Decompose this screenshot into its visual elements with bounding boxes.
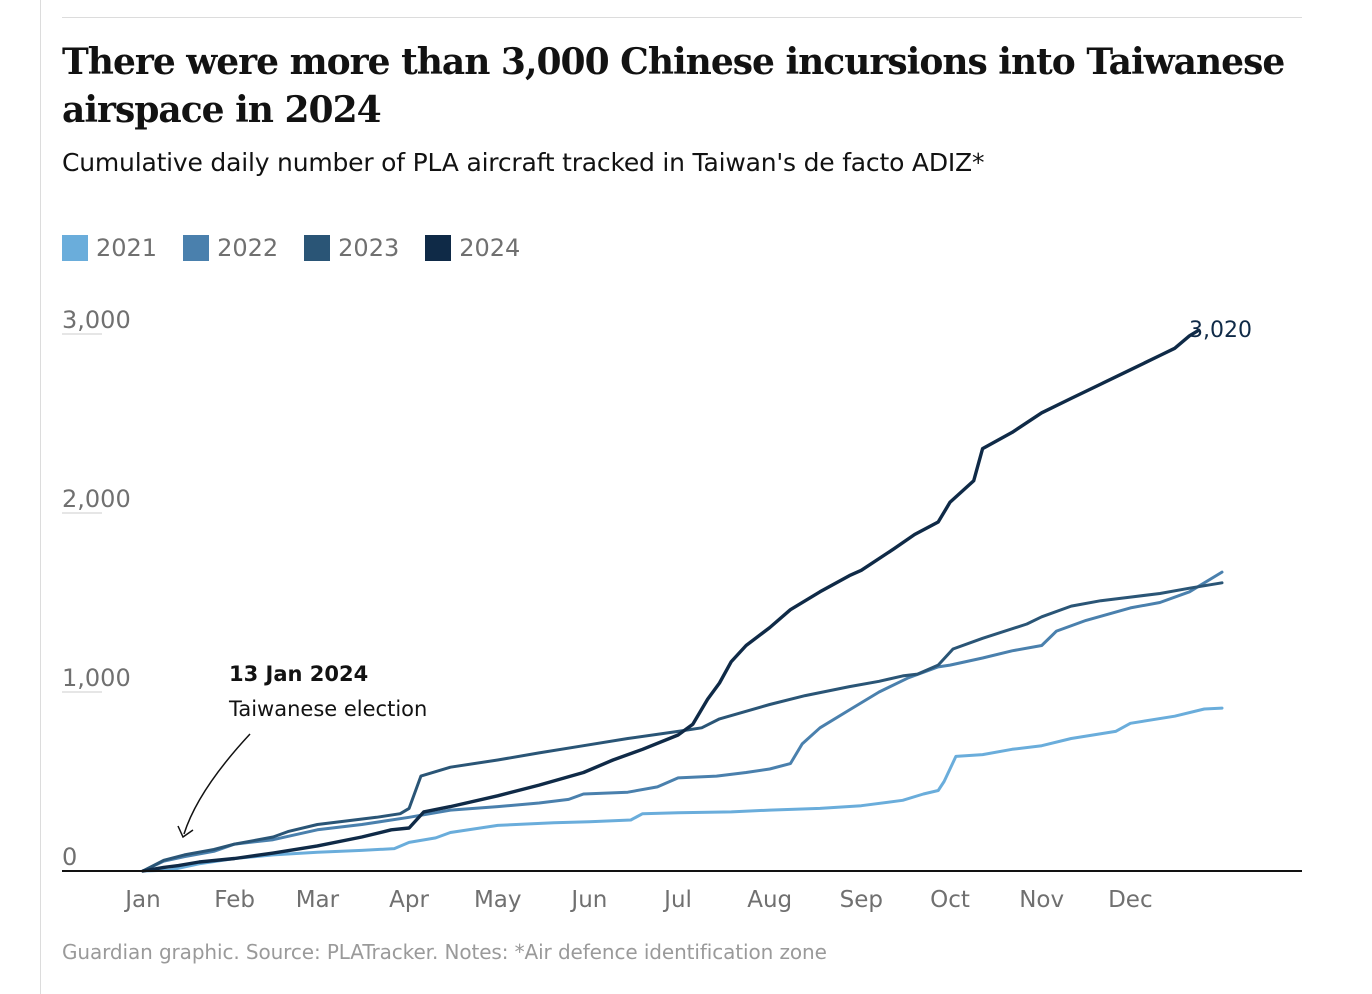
election-annotation: 13 Jan 2024 Taiwanese election [177, 662, 427, 839]
gridlines [62, 333, 102, 693]
y-tick-label: 2,000 [62, 485, 131, 513]
legend-label-2021: 2021 [96, 234, 158, 262]
left-rule [40, 0, 41, 994]
legend-swatch-2021 [62, 235, 88, 261]
legend-item-2023: 2023 [304, 234, 399, 262]
legend: 2021 2022 2023 2024 [62, 234, 546, 262]
y-axis-labels: 0 1,000 2,000 3,000 [62, 306, 131, 871]
top-rule [62, 17, 1302, 18]
annotation-arrowhead [177, 825, 194, 839]
y-tick-label: 1,000 [62, 664, 131, 692]
x-axis-labels: Jan Feb Mar Apr May Jun Jul Aug Sep Oct Nov Dec [123, 887, 1152, 913]
legend-label-2022: 2022 [217, 234, 279, 262]
series-line-2022 [141, 570, 1224, 873]
chart-title: There were more than 3,000 Chinese incur… [62, 41, 1285, 131]
x-tick-label: Nov [1019, 887, 1064, 913]
legend-swatch-2022 [183, 235, 210, 261]
legend-label-2024: 2024 [459, 234, 521, 262]
y-tick-label: 3,000 [62, 306, 131, 334]
legend-item-2021: 2021 [62, 234, 157, 262]
legend-item-2022: 2022 [183, 234, 278, 262]
series-line-2023 [141, 581, 1224, 873]
x-tick-label: Jun [569, 887, 607, 913]
legend-label-2023: 2023 [338, 234, 400, 262]
annotation-date: 13 Jan 2024 [229, 662, 368, 686]
series-line-2024 [141, 328, 1201, 873]
annotation-text: Taiwanese election [228, 697, 427, 721]
series-line-2021 [141, 706, 1224, 873]
end-value-label-2024: 3,020 [1189, 318, 1252, 343]
x-tick-label: Sep [840, 887, 883, 913]
x-tick-label: Oct [930, 887, 970, 913]
x-tick-label: Dec [1108, 887, 1153, 913]
legend-item-2024: 2024 [425, 234, 520, 262]
x-tick-label: May [474, 887, 522, 913]
x-tick-label: Jan [123, 887, 160, 913]
x-tick-label: Jul [662, 887, 692, 913]
legend-swatch-2024 [425, 235, 452, 261]
x-tick-label: Aug [747, 887, 792, 913]
series-lines [141, 328, 1224, 873]
chart-subtitle: Cumulative daily number of PLA aircraft … [62, 148, 985, 177]
source-note: Guardian graphic. Source: PLATracker. No… [62, 940, 827, 964]
y-tick-label: 0 [62, 843, 77, 871]
x-tick-label: Feb [214, 887, 255, 913]
x-tick-label: Mar [296, 887, 340, 913]
x-tick-label: Apr [389, 887, 429, 913]
annotation-arrow [183, 733, 251, 835]
legend-swatch-2023 [304, 235, 331, 261]
